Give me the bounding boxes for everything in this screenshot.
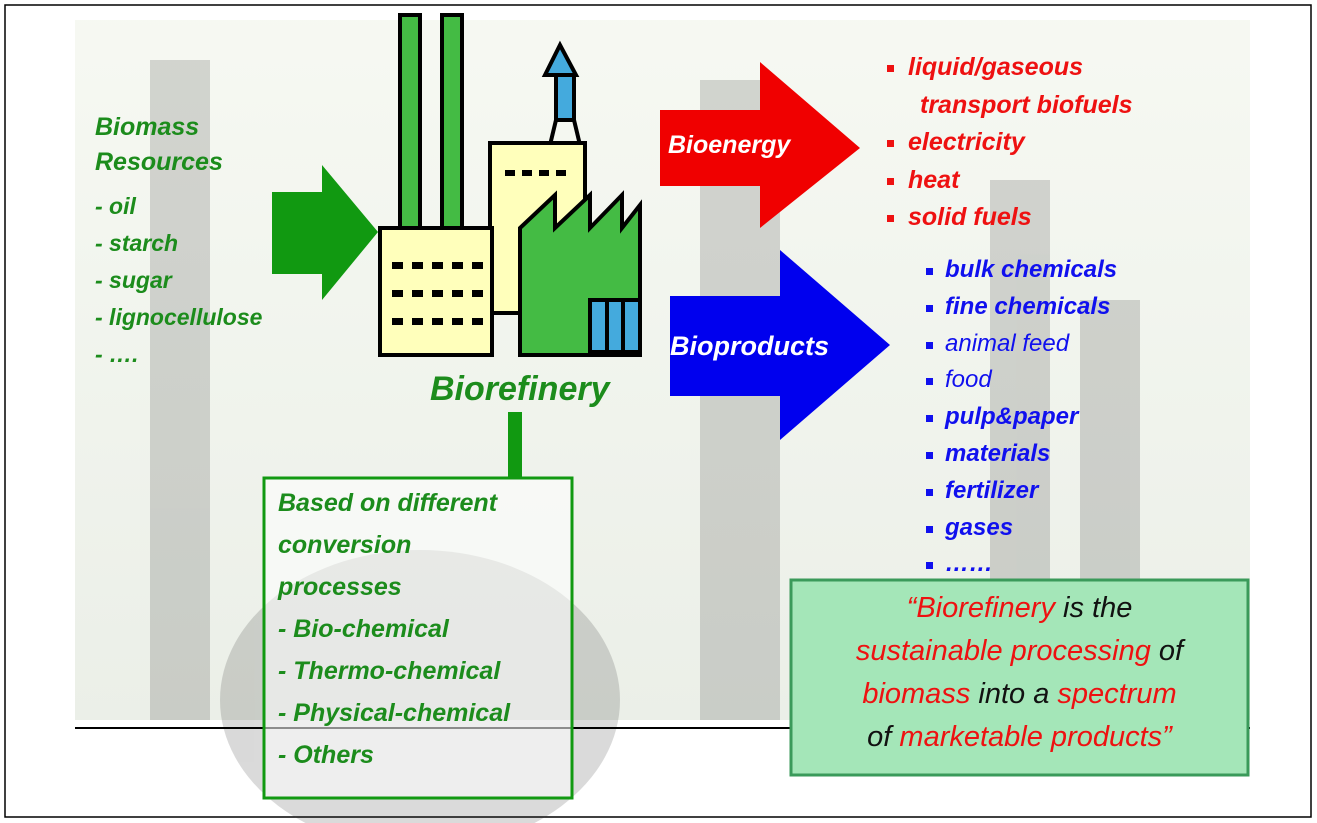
quote-segment: sustainable processing <box>855 635 1151 667</box>
bioproducts-item: …… <box>945 550 993 578</box>
bioproducts-item: bulk chemicals <box>945 256 1118 283</box>
biomass-item: - lignocellulose <box>95 304 263 330</box>
biomass-item: - …. <box>95 341 139 367</box>
bullet <box>926 341 933 349</box>
bioenergy-item: heat <box>908 165 960 194</box>
bioenergy-arrow <box>660 62 860 228</box>
quote-segment: biomass <box>862 678 971 710</box>
bullet <box>926 562 933 570</box>
conversion-line: Based on different <box>278 489 498 517</box>
bioenergy-item: solid fuels <box>908 203 1032 231</box>
conversion-line: processes <box>278 573 402 601</box>
bioenergy-item: electricity <box>908 128 1025 156</box>
quote-segment: spectrum <box>1057 678 1177 710</box>
bioenergy-label: Bioenergy <box>668 131 791 159</box>
bullet <box>926 488 933 496</box>
factory-windows <box>392 170 566 325</box>
connector <box>508 412 522 478</box>
bullet <box>926 415 933 423</box>
biomass-title: Resources <box>95 148 223 176</box>
bioenergy-item: transport biofuels <box>920 90 1133 119</box>
quote-line: of marketable products” <box>791 723 1248 752</box>
bullet <box>926 452 933 459</box>
quote-segment: of <box>1150 635 1184 667</box>
bioproducts-item: fine chemicals <box>945 292 1111 320</box>
biomass-item: - oil <box>95 193 136 219</box>
quote-segment: of <box>867 721 900 753</box>
quote-segment: “Biorefinery <box>906 592 1055 624</box>
bullet <box>926 525 933 533</box>
quote-segment: marketable products” <box>899 721 1172 753</box>
conversion-box <box>262 476 574 800</box>
input-arrow <box>272 165 378 300</box>
bullet <box>887 65 894 72</box>
quote-line: “Biorefinery is the <box>791 594 1248 623</box>
quote-line: sustainable processing of <box>791 637 1248 666</box>
conversion-line: conversion <box>278 531 412 559</box>
conversion-line: - Physical-chemical <box>278 699 511 727</box>
bioenergy-item: liquid/gaseous <box>908 53 1084 81</box>
bioproducts-item: fertilizer <box>945 476 1039 504</box>
conversion-line: - Thermo-chemical <box>278 657 501 685</box>
bullet <box>926 378 933 386</box>
bioproducts-item: food <box>945 366 992 394</box>
bioproducts-item: gases <box>945 513 1014 541</box>
bioproducts-label: Bioproducts <box>670 331 829 361</box>
factory-label: Biorefinery <box>430 370 610 408</box>
biomass-item: - starch <box>95 230 179 256</box>
bioproducts-item: pulp&paper <box>945 403 1079 431</box>
factory-icon <box>378 13 642 357</box>
bullet <box>887 140 894 147</box>
bioproducts-arrow <box>670 250 890 440</box>
conversion-line: - Others <box>278 741 374 769</box>
biomass-title: Biomass <box>95 113 200 141</box>
bioproducts-item: animal feed <box>945 329 1070 357</box>
conversion-line: - Bio-chemical <box>278 615 449 643</box>
bullet <box>887 215 894 222</box>
quote-segment: into a <box>970 678 1058 710</box>
quote-segment: is the <box>1054 592 1133 624</box>
bullet <box>887 177 894 185</box>
biomass-item: - sugar <box>95 267 172 293</box>
bioproducts-item: materials <box>945 440 1051 467</box>
bullet <box>926 268 933 275</box>
quote-line: biomass into a spectrum <box>791 680 1248 709</box>
bullet <box>926 304 933 312</box>
quote-box <box>789 578 1250 777</box>
